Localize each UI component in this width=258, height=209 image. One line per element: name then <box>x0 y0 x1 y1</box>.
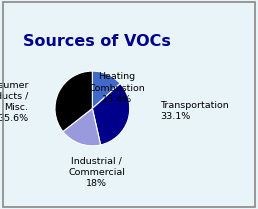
Title: Sources of VOCs: Sources of VOCs <box>23 34 171 49</box>
Text: Heating
Combustion
13.4%: Heating Combustion 13.4% <box>88 72 145 104</box>
Text: Consumer
Products /
Misc.
35.6%: Consumer Products / Misc. 35.6% <box>0 81 29 123</box>
Wedge shape <box>92 71 120 108</box>
Wedge shape <box>92 84 130 145</box>
Wedge shape <box>55 71 92 131</box>
Text: Transportation
33.1%: Transportation 33.1% <box>160 101 229 121</box>
Wedge shape <box>63 108 101 146</box>
Text: Industrial /
Commercial
18%: Industrial / Commercial 18% <box>68 157 125 188</box>
